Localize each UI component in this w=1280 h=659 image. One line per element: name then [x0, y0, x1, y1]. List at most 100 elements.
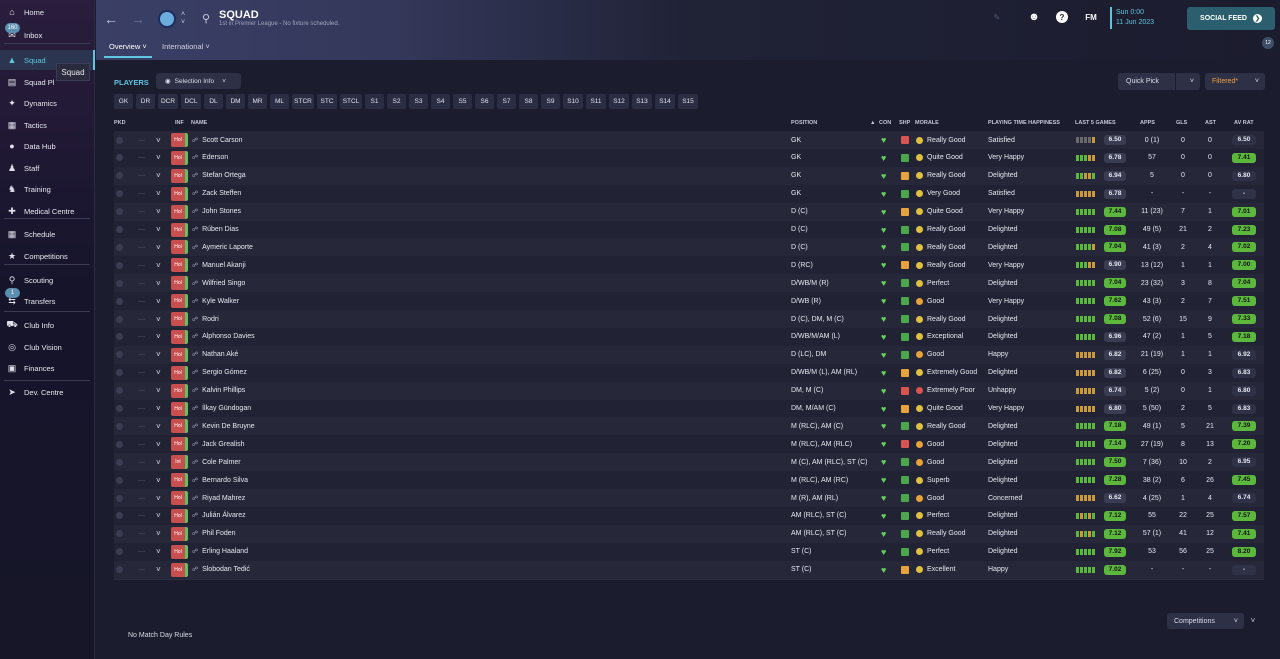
sidebar-item-club-info[interactable]: ⛟ Club Info: [0, 315, 95, 335]
pkd-checkbox[interactable]: [116, 310, 124, 328]
sidebar-item-staff[interactable]: ♟ Staff: [0, 158, 95, 178]
pkd-checkbox[interactable]: [116, 561, 124, 579]
pkd-checkbox[interactable]: [116, 400, 124, 418]
position-button[interactable]: S2: [387, 94, 406, 109]
row-expand-chevron-icon[interactable]: ˅: [156, 278, 161, 288]
table-row[interactable]: — ˅ Hol ☍ Rúben Dias D (C) ♥ Really Good Delight…: [114, 220, 1264, 239]
table-row[interactable]: — ˅ Hol ☍ Jack Grealish M (RLC), AM (RLC) ♥ Goo…: [114, 435, 1264, 454]
player-name-cell[interactable]: ☍ Kevin De Bruyne: [192, 417, 255, 435]
pkd-checkbox[interactable]: [116, 185, 124, 203]
col-inf[interactable]: INF: [175, 120, 184, 126]
row-expand-chevron-icon[interactable]: ˅: [156, 493, 161, 503]
position-button[interactable]: DR: [136, 94, 155, 109]
table-row[interactable]: — ˅ Hol ☍ Kevin De Bruyne M (RLC), AM (C) ♥ Rea…: [114, 417, 1264, 436]
sidebar-item-club-vision[interactable]: ◎ Club Vision: [0, 337, 95, 357]
col-shp[interactable]: SHP: [899, 120, 911, 126]
player-name[interactable]: Rodri: [202, 315, 219, 323]
player-name[interactable]: Manuel Akanji: [202, 261, 246, 269]
position-button[interactable]: DL: [204, 94, 223, 109]
table-row[interactable]: — ˅ Hol ☍ Riyad Mahrez M (R), AM (RL) ♥ Good Con…: [114, 489, 1264, 507]
player-name-cell[interactable]: ☍ Slobodan Tedić: [192, 561, 250, 579]
col-apps[interactable]: APPS: [1140, 120, 1155, 126]
table-row[interactable]: — ˅ Hol ☍ Zack Steffen GK ♥ Very Good Satisfied 6…: [114, 184, 1264, 203]
sidebar-item-training[interactable]: ♞ Training: [0, 179, 95, 199]
player-name-cell[interactable]: ☍ Wilfried Singo: [192, 274, 245, 292]
table-row[interactable]: — ˅ Hol ☍ Manuel Akanji D (RC) ♥ Really Good Ver…: [114, 256, 1264, 275]
table-row[interactable]: — ˅ Hol ☍ Bernardo Silva M (RLC), AM (RC) ♥ Sup…: [114, 471, 1264, 490]
row-expand-chevron-icon[interactable]: ˅: [156, 350, 161, 360]
player-name[interactable]: Kyle Walker: [202, 297, 240, 305]
position-button[interactable]: ML: [270, 94, 289, 109]
row-expand-chevron-icon[interactable]: ˅: [156, 368, 161, 378]
position-button[interactable]: STCL: [340, 94, 362, 109]
pkd-checkbox[interactable]: [116, 417, 124, 435]
pkd-checkbox[interactable]: [116, 346, 124, 364]
quick-pick-button[interactable]: Quick Pick ˅: [1118, 73, 1200, 90]
position-button[interactable]: DCL: [181, 94, 201, 109]
sidebar-item-home[interactable]: ⌂ Home: [0, 2, 95, 22]
table-row[interactable]: — ˅ Hol ☍ Nathan Aké D (LC), DM ♥ Good Happy 6.82…: [114, 345, 1264, 364]
player-name-cell[interactable]: ☍ Riyad Mahrez: [192, 489, 245, 507]
pkd-checkbox[interactable]: [116, 131, 124, 149]
table-row[interactable]: — ˅ Hol ☍ Sergio Gómez D/WB/M (L), AM (RL) ♥ Ex…: [114, 363, 1264, 382]
player-name-cell[interactable]: ☍ Phil Foden: [192, 525, 236, 543]
pen-icon[interactable]: ✎: [993, 12, 1001, 22]
pkd-checkbox[interactable]: [116, 203, 124, 221]
player-name[interactable]: Julián Álvarez: [202, 512, 246, 520]
pkd-checkbox[interactable]: [116, 221, 124, 239]
player-name[interactable]: Kevin De Bruyne: [202, 422, 255, 430]
table-row[interactable]: — ˅ Hol ☍ Slobodan Tedić ST (C) ♥ Excellent Happ…: [114, 560, 1264, 579]
position-button[interactable]: S5: [453, 94, 472, 109]
row-expand-chevron-icon[interactable]: ˅: [156, 171, 161, 181]
social-feed-button[interactable]: SOCIAL FEED ❯: [1187, 7, 1275, 30]
sidebar-item-inbox[interactable]: ✉ Inbox 160: [0, 23, 95, 45]
selection-info-dropdown[interactable]: ◉ Selection Info ˅: [156, 73, 241, 89]
row-expand-chevron-icon[interactable]: ˅: [156, 242, 161, 252]
table-row[interactable]: — ˅ Hol ☍ Kyle Walker D/WB (R) ♥ Good Very Happy…: [114, 292, 1264, 311]
table-row[interactable]: — ˅ Hol ☍ Ederson GK ♥ Quite Good Very Happy 6.78…: [114, 148, 1264, 167]
tab-international[interactable]: International ˅: [162, 42, 210, 51]
player-name[interactable]: Ederson: [202, 154, 229, 162]
sidebar-item-squad-pl[interactable]: ▤ Squad Pl: [0, 72, 95, 92]
row-expand-chevron-icon[interactable]: ˅: [156, 296, 161, 306]
position-button[interactable]: DCR: [158, 94, 178, 109]
player-name[interactable]: Riyad Mahrez: [202, 494, 246, 502]
table-row[interactable]: — ˅ Hol ☍ Phil Foden AM (RLC), ST (C) ♥ Really …: [114, 524, 1264, 543]
row-expand-chevron-icon[interactable]: ˅: [156, 207, 161, 217]
player-name[interactable]: Zack Steffen: [202, 190, 242, 198]
player-name-cell[interactable]: ☍ Nathan Aké: [192, 346, 238, 364]
back-arrow-icon[interactable]: ←: [104, 11, 118, 27]
player-name[interactable]: Phil Foden: [202, 530, 236, 538]
pkd-checkbox[interactable]: [116, 292, 124, 310]
position-button[interactable]: S12: [609, 94, 629, 109]
player-name[interactable]: Stefan Ortega: [202, 172, 246, 180]
club-switch-icon[interactable]: ˄ ˅: [180, 11, 186, 26]
table-row[interactable]: — ˅ Hol ☍ Aymeric Laporte D (C) ♥ Really Good De…: [114, 238, 1264, 257]
table-row[interactable]: — ˅ Hol ☍ Stefan Ortega GK ♥ Really Good Delight…: [114, 166, 1264, 185]
pkd-checkbox[interactable]: [116, 525, 124, 543]
pkd-checkbox[interactable]: [116, 364, 124, 382]
col-ast[interactable]: AST: [1205, 120, 1216, 126]
forward-arrow-icon[interactable]: →: [131, 11, 145, 27]
position-button[interactable]: STCR: [292, 94, 314, 109]
position-button[interactable]: MR: [248, 94, 267, 109]
search-icon[interactable]: ⚲: [201, 12, 211, 25]
fm-logo[interactable]: FM: [1085, 12, 1097, 22]
row-expand-chevron-icon[interactable]: ˅: [156, 189, 161, 199]
pkd-checkbox[interactable]: [116, 149, 124, 167]
player-face-icon[interactable]: ☻: [1028, 11, 1040, 23]
player-name-cell[interactable]: ☍ Bernardo Silva: [192, 471, 248, 489]
row-expand-chevron-icon[interactable]: ˅: [156, 565, 161, 575]
player-name[interactable]: Erling Haaland: [202, 548, 248, 556]
sidebar-item-tactics[interactable]: ▦ Tactics: [0, 115, 95, 135]
table-row[interactable]: — ˅ Hol ☍ Julián Álvarez AM (RLC), ST (C) ♥ Per…: [114, 506, 1264, 525]
row-expand-chevron-icon[interactable]: ˅: [156, 439, 161, 449]
expand-chevron-icon[interactable]: ˅: [1250, 615, 1256, 625]
position-button[interactable]: DM: [226, 94, 245, 109]
pkd-checkbox[interactable]: [116, 274, 124, 292]
position-button[interactable]: S15: [678, 94, 698, 109]
position-button[interactable]: S9: [541, 94, 560, 109]
pkd-checkbox[interactable]: [116, 543, 124, 561]
row-expand-chevron-icon[interactable]: ˅: [156, 135, 161, 145]
col-position[interactable]: POSITION: [791, 120, 818, 126]
